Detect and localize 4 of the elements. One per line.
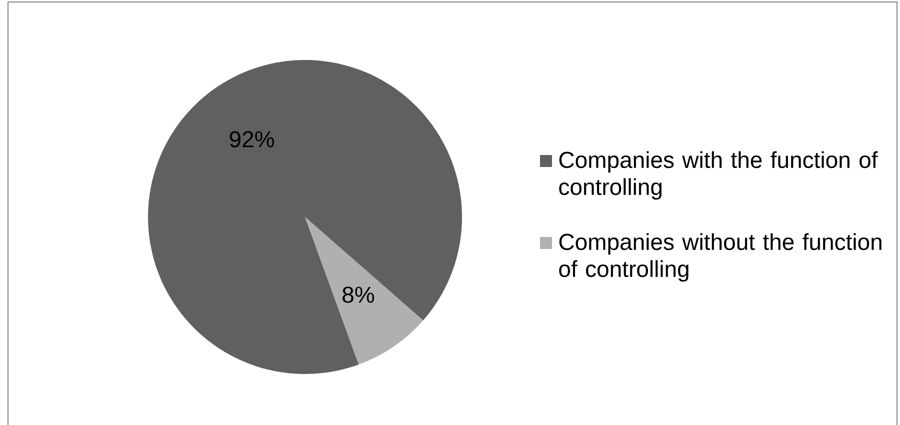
data-label: 92% bbox=[230, 131, 274, 148]
data-label: 8% bbox=[342, 286, 374, 303]
legend-label: Companies without the function of controlling bbox=[559, 233, 882, 282]
legend-label: Companies with the function of controlling bbox=[559, 151, 878, 200]
